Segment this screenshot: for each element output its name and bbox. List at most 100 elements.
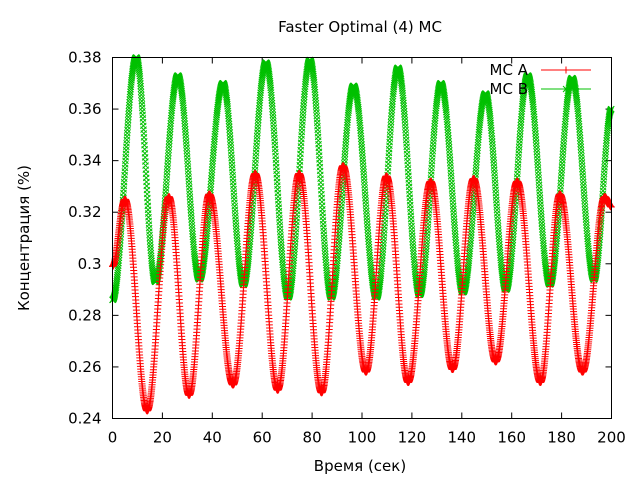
data-point bbox=[531, 118, 538, 126]
data-point bbox=[421, 256, 429, 264]
x-tick-label: 20 bbox=[153, 429, 172, 447]
data-point bbox=[341, 147, 349, 155]
data-point bbox=[410, 250, 417, 258]
data-point bbox=[488, 129, 495, 137]
data-point bbox=[518, 110, 525, 118]
data-point bbox=[311, 88, 319, 96]
data-point bbox=[234, 243, 241, 250]
data-point bbox=[473, 158, 480, 166]
data-point bbox=[187, 209, 195, 217]
data-point bbox=[531, 127, 539, 135]
data-point bbox=[321, 237, 328, 245]
data-point bbox=[431, 117, 439, 125]
x-tick-label: 80 bbox=[303, 429, 322, 447]
data-point bbox=[232, 212, 239, 220]
data-point bbox=[577, 143, 585, 151]
data-point bbox=[538, 216, 545, 224]
data-point bbox=[558, 169, 565, 177]
data-point bbox=[378, 262, 385, 270]
data-point bbox=[445, 140, 453, 148]
data-point bbox=[581, 197, 588, 205]
data-point bbox=[516, 133, 524, 141]
data-point bbox=[561, 126, 569, 134]
data-point bbox=[577, 137, 584, 145]
data-point bbox=[494, 226, 502, 233]
data-point bbox=[365, 243, 373, 251]
data-point bbox=[489, 147, 497, 154]
data-point bbox=[208, 175, 215, 182]
data-point bbox=[430, 128, 438, 136]
data-point bbox=[446, 150, 453, 157]
data-point bbox=[180, 109, 188, 117]
data-point bbox=[362, 194, 369, 202]
data-point bbox=[322, 253, 329, 261]
data-point bbox=[388, 112, 395, 120]
data-point bbox=[312, 106, 320, 113]
data-point bbox=[268, 99, 276, 107]
data-point bbox=[560, 138, 568, 145]
data-point bbox=[278, 253, 286, 261]
data-point bbox=[430, 125, 438, 133]
data-point bbox=[388, 103, 396, 111]
data-point bbox=[473, 152, 481, 160]
data-point bbox=[300, 99, 308, 106]
data-point bbox=[578, 156, 586, 163]
data-point bbox=[532, 130, 539, 137]
data-point bbox=[539, 228, 546, 236]
data-point bbox=[450, 215, 458, 223]
data-point bbox=[580, 181, 587, 189]
data-point bbox=[532, 139, 540, 147]
data-point bbox=[342, 135, 350, 143]
data-point bbox=[488, 138, 496, 145]
data-point bbox=[360, 165, 367, 173]
data-point bbox=[537, 201, 544, 208]
data-point bbox=[558, 160, 566, 167]
y-axis-ticks: 0.24 0.26 0.28 0.3 0.32 0.34 0.36 0.38 bbox=[68, 49, 612, 428]
data-point bbox=[321, 250, 329, 258]
data-point bbox=[452, 233, 459, 241]
data-point bbox=[356, 121, 364, 129]
data-point bbox=[182, 132, 190, 139]
data-point bbox=[451, 230, 459, 238]
data-point bbox=[558, 163, 566, 170]
data-point bbox=[358, 141, 365, 148]
data-point bbox=[208, 172, 215, 179]
data-point bbox=[559, 144, 567, 151]
data-point bbox=[189, 227, 196, 235]
chart-title: Faster Optimal (4) MC bbox=[278, 18, 442, 36]
legend-label-mc-b: MC B bbox=[490, 80, 528, 98]
data-point bbox=[211, 135, 218, 143]
data-point bbox=[268, 97, 276, 104]
data-point bbox=[164, 159, 172, 166]
data-point bbox=[255, 107, 263, 115]
data-point bbox=[559, 153, 567, 161]
data-point bbox=[444, 129, 452, 137]
data-point bbox=[227, 144, 235, 152]
data-point bbox=[334, 257, 341, 265]
data-point bbox=[147, 244, 154, 251]
data-point bbox=[494, 216, 501, 224]
y-tick-label: 0.24 bbox=[68, 410, 101, 428]
data-point bbox=[164, 162, 171, 170]
data-point bbox=[445, 135, 452, 142]
data-point bbox=[163, 165, 171, 173]
series-mc-a bbox=[109, 162, 615, 415]
data-point bbox=[579, 168, 586, 176]
data-point bbox=[561, 118, 569, 125]
data-point bbox=[188, 222, 196, 229]
data-point bbox=[409, 235, 416, 243]
data-point bbox=[269, 105, 276, 113]
data-point bbox=[268, 102, 276, 110]
data-point bbox=[577, 146, 585, 154]
data-point bbox=[469, 211, 477, 218]
data-point bbox=[533, 145, 540, 153]
data-point bbox=[579, 165, 586, 173]
data-point bbox=[431, 120, 439, 127]
data-point bbox=[125, 104, 133, 112]
data-point bbox=[575, 123, 583, 130]
data-point bbox=[225, 117, 233, 125]
y-tick-label: 0.26 bbox=[68, 358, 101, 376]
data-point bbox=[167, 117, 175, 125]
data-point bbox=[313, 109, 320, 117]
data-point bbox=[581, 207, 589, 214]
